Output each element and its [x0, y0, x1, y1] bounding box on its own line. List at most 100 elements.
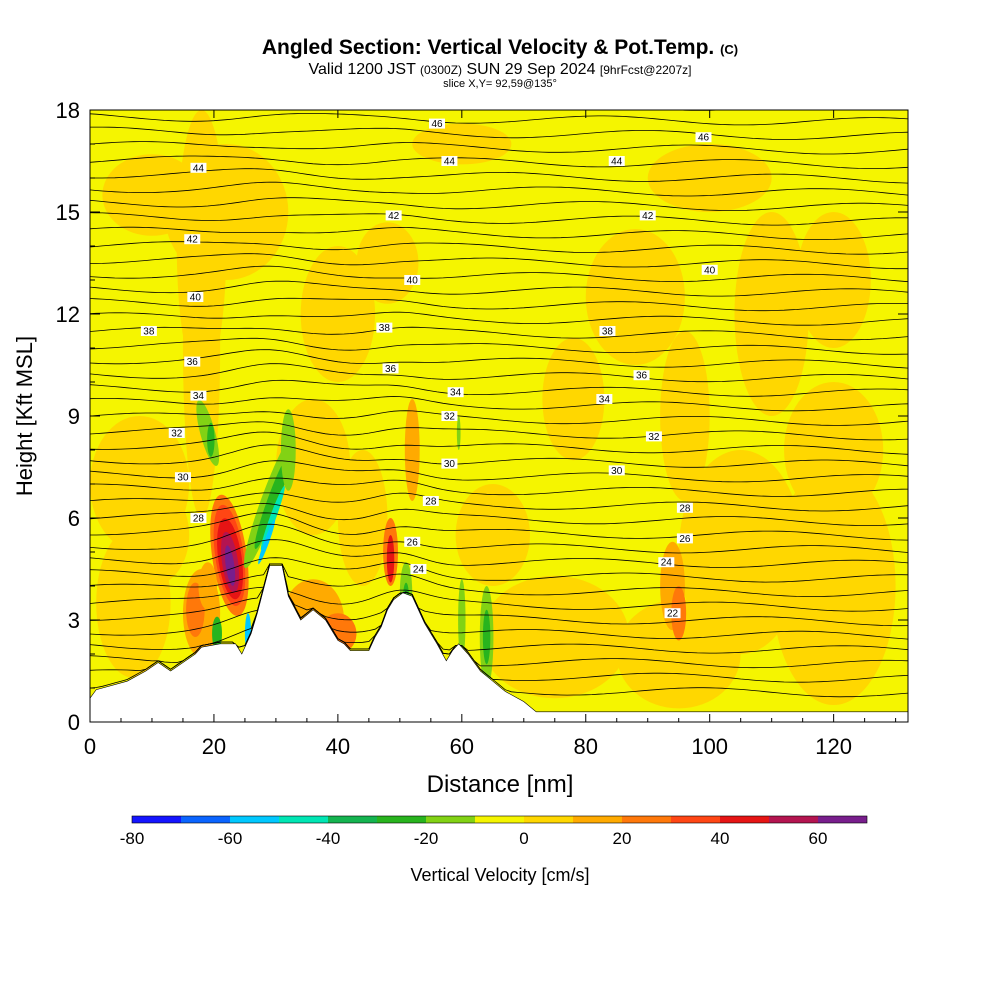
colorbar-tick-label: -40 [316, 829, 341, 848]
theta-contour-line [90, 363, 908, 383]
theta-contour-line [90, 141, 908, 155]
theta-contour-line [90, 379, 908, 397]
contour-label: 44 [193, 163, 205, 174]
theta-contour-line [90, 337, 908, 355]
theta-contour-line [90, 444, 908, 468]
velocity-patch [458, 579, 466, 661]
theta-contour-line [90, 421, 908, 441]
contour-label: 36 [385, 364, 397, 375]
contour-label-box [664, 608, 681, 619]
x-tick-label: 100 [691, 734, 728, 759]
theta-contour-line [90, 280, 908, 297]
colorbar-swatch [818, 816, 867, 823]
contour-label-box [639, 210, 656, 221]
velocity-patch [224, 545, 236, 586]
velocity-patch [455, 484, 530, 586]
contour-label-box [429, 118, 446, 129]
contour-label: 28 [425, 497, 437, 508]
contour-label-box [695, 132, 712, 143]
theta-contour-line [90, 253, 908, 270]
slice-info: slice X,Y= 92,59@135° [443, 78, 557, 90]
y-tick-label: 9 [68, 404, 80, 429]
contour-label: 24 [661, 558, 673, 569]
colorbar-swatch [524, 816, 573, 823]
colorbar-swatch [181, 816, 230, 823]
colorbar-swatch [475, 816, 524, 823]
y-tick-label: 18 [56, 98, 80, 123]
colorbar-swatch [769, 816, 818, 823]
theta-contour-line [90, 539, 908, 568]
velocity-patch [456, 416, 461, 450]
contour-label: 30 [177, 473, 189, 484]
colorbar-label: Vertical Velocity [cm/s] [410, 865, 589, 885]
colorbar-tick-label: 40 [711, 829, 730, 848]
theta-contour-line [90, 265, 908, 283]
theta-contour-line [90, 226, 908, 240]
contour-label-box [645, 431, 662, 442]
x-tick-label: 60 [450, 734, 474, 759]
contour-label-box [184, 356, 201, 367]
contour-label: 34 [193, 391, 205, 402]
y-tick-label: 0 [68, 710, 80, 735]
contour-label-box [658, 557, 675, 568]
colorbar-swatch [377, 816, 426, 823]
colorbar-swatch [622, 816, 671, 823]
theta-contour-line [90, 557, 908, 583]
theta-contour-line [90, 197, 908, 211]
contour-label: 38 [602, 327, 614, 338]
contour-label: 28 [679, 503, 691, 514]
contour-label: 38 [143, 327, 155, 338]
theta-contour-line [90, 297, 908, 312]
contour-label-box [441, 458, 458, 469]
colorbar-tick-label: -20 [414, 829, 439, 848]
velocity-patch [260, 486, 285, 550]
colorbar-swatch [230, 816, 279, 823]
colorbar-swatch [426, 816, 475, 823]
contour-label: 32 [648, 432, 660, 443]
theta-contour-line [90, 523, 908, 554]
colorbar-frame [131, 815, 868, 824]
theta-contours [90, 110, 908, 698]
contour-label: 34 [599, 395, 611, 406]
theta-contour-line [90, 477, 908, 497]
theta-contour-line [90, 563, 908, 597]
contour-label: 40 [704, 265, 716, 276]
contour-label-box [701, 264, 718, 275]
theta-contour-line [90, 563, 908, 627]
y-tick-label: 12 [56, 302, 80, 327]
velocity-patch [412, 123, 512, 165]
theta-contour-line [90, 502, 908, 526]
velocity-patch [404, 399, 420, 501]
contour-label-box [190, 513, 207, 523]
theta-contour-line [90, 410, 908, 426]
colorbar-swatch [720, 816, 769, 823]
theta-contour-line [90, 311, 908, 326]
contour-label: 24 [413, 565, 425, 576]
x-tick-label: 120 [815, 734, 852, 759]
theta-contour-line [90, 126, 908, 140]
valid-date: SUN 29 Sep 2024 [466, 61, 596, 78]
terrain-mask [90, 565, 908, 722]
contour-label: 46 [698, 133, 710, 144]
velocity-patch [96, 528, 171, 678]
contour-label-box [404, 536, 421, 547]
velocity-patch [542, 337, 605, 461]
velocity-patch [616, 599, 741, 709]
x-tick-label: 20 [202, 734, 226, 759]
contour-label: 36 [636, 371, 648, 382]
theta-contour-line [90, 431, 908, 455]
x-tick-label: 0 [84, 734, 96, 759]
contour-label-box [376, 322, 393, 333]
contour-label-box [676, 533, 693, 544]
theta-contour-line [90, 563, 908, 640]
velocity-patch [482, 609, 491, 665]
theta-contour-line [90, 168, 908, 184]
plot-area: 46 46 44 44 44 42 42 42 40 40 40 38 38 38 36 36 36 34 34 34… [90, 110, 908, 722]
theta-contour-line [90, 460, 908, 483]
velocity-patch [585, 229, 685, 365]
theta-contour-line [90, 563, 908, 654]
contour-label-box [633, 370, 650, 381]
theta-contour-line [90, 181, 908, 197]
